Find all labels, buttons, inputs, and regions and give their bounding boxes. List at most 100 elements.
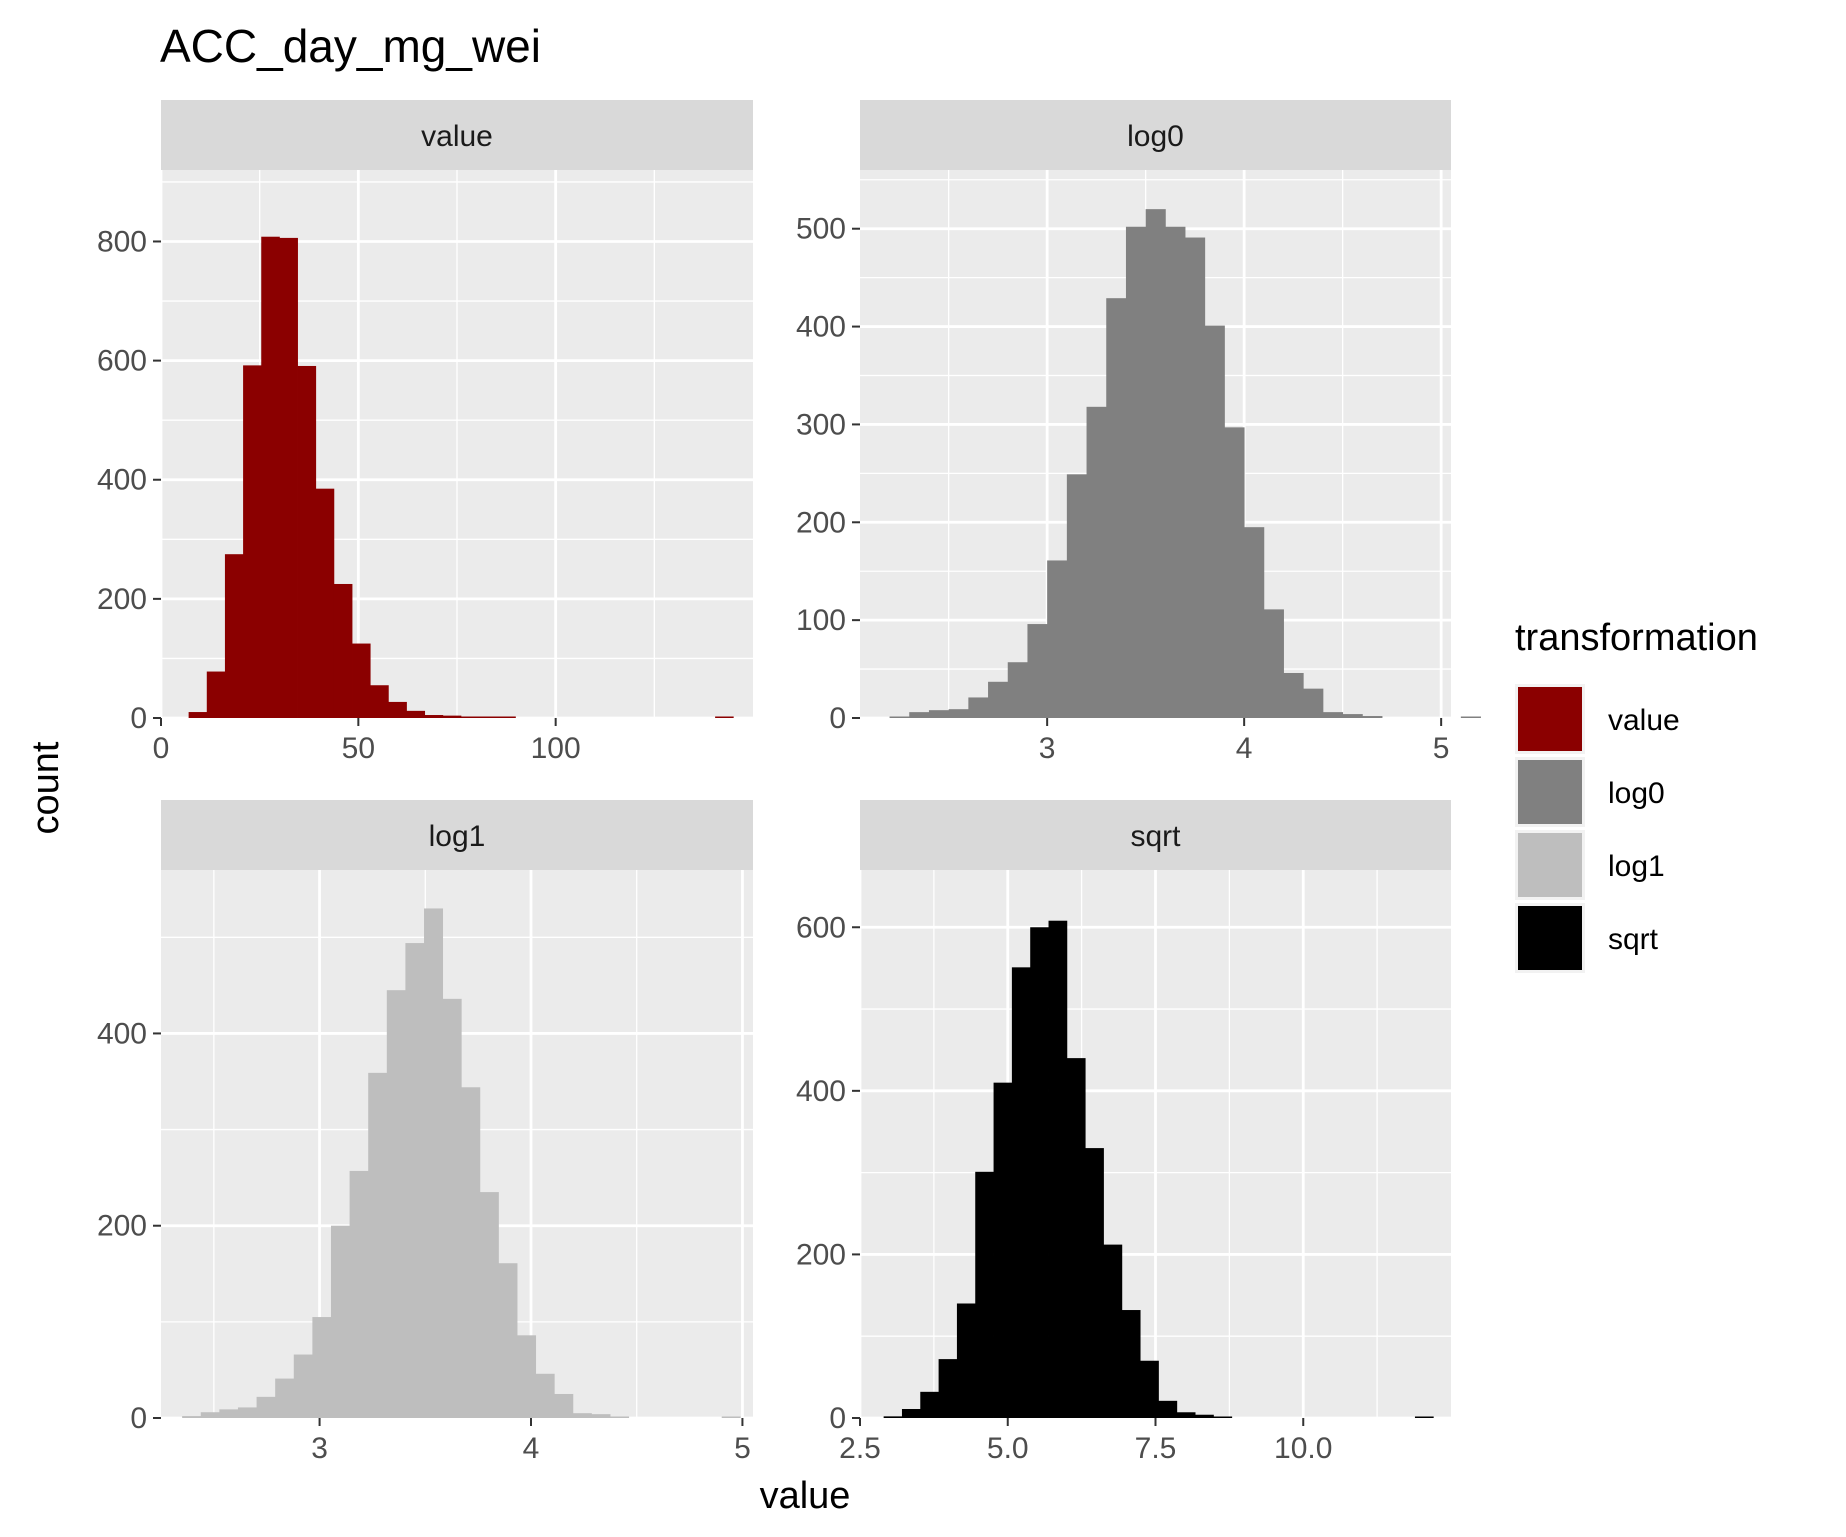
- histogram-bar: [312, 1317, 332, 1418]
- histogram-bar: [349, 1170, 369, 1418]
- y-tick-label: 200: [796, 506, 846, 539]
- histogram-bar: [968, 697, 989, 718]
- histogram-bar: [901, 1409, 921, 1418]
- y-tick-label: 0: [130, 702, 147, 735]
- x-tick-label: 2.5: [839, 1432, 881, 1465]
- histogram-bar: [956, 1303, 976, 1418]
- histogram-bar: [1165, 226, 1186, 718]
- histogram-bar: [1322, 712, 1344, 718]
- legend: transformation value log0 log1 sqrt: [1515, 617, 1758, 973]
- histogram-bar: [1342, 714, 1363, 718]
- histogram-bar: [368, 1072, 388, 1418]
- histogram-bar: [424, 908, 444, 1418]
- histogram-bar: [442, 715, 462, 718]
- histogram-bar: [352, 643, 371, 718]
- x-tick-label: 7.5: [1135, 1432, 1177, 1465]
- histogram-bar: [206, 671, 226, 718]
- y-tick-label: 800: [97, 225, 147, 258]
- histogram-bar: [1213, 1416, 1233, 1418]
- histogram-bar: [938, 1359, 958, 1418]
- x-tick-label: 0: [153, 732, 170, 765]
- histogram-bar: [370, 685, 389, 718]
- histogram-bar: [188, 712, 208, 718]
- histogram-bar: [993, 1082, 1013, 1418]
- histogram-bar: [330, 1225, 350, 1418]
- histogram-bar: [386, 990, 406, 1418]
- histogram-bar: [1145, 209, 1166, 718]
- histogram-bar: [975, 1171, 994, 1418]
- histogram-bar: [1176, 1412, 1196, 1418]
- panel-value: value 0 200 400 600 800 0 50 100: [97, 100, 753, 765]
- legend-swatch: [1518, 760, 1582, 824]
- y-tick-label: 500: [796, 213, 846, 246]
- panel-strip: [161, 100, 753, 170]
- y-tick-label: 200: [796, 1238, 846, 1271]
- histogram-bar: [1263, 609, 1284, 718]
- legend-swatch: [1518, 906, 1582, 970]
- histogram-bar: [1140, 1360, 1159, 1418]
- histogram-bar: [275, 1378, 295, 1418]
- y-tick-label: 200: [97, 1210, 147, 1243]
- y-tick-label: 400: [97, 1017, 147, 1050]
- histogram-bar: [1085, 1148, 1104, 1418]
- legend-item-value: value: [1515, 684, 1680, 754]
- y-tick-label: 200: [97, 583, 147, 616]
- histogram-bar: [1414, 1416, 1434, 1418]
- x-tick-label: 5: [1433, 732, 1450, 765]
- histogram-bar: [200, 1412, 220, 1418]
- y-tick-label: 300: [796, 408, 846, 441]
- panel-log0: log0 0 100 200 300 400 500 3 4 5: [796, 100, 1481, 765]
- histogram-bar: [554, 1393, 574, 1418]
- strip-label: log0: [1127, 120, 1184, 153]
- histogram-bar: [535, 1373, 555, 1418]
- histogram-bar: [1066, 474, 1087, 718]
- histogram-bar: [460, 716, 480, 718]
- histogram-bar: [591, 1414, 611, 1418]
- y-tick-label: 0: [829, 702, 846, 735]
- y-tick-label: 400: [796, 1075, 846, 1108]
- histogram-bar: [224, 554, 244, 718]
- y-tick-label: 400: [796, 311, 846, 344]
- histogram-bar: [715, 716, 734, 718]
- x-tick-label: 4: [523, 1432, 540, 1465]
- histogram-bar: [1030, 927, 1049, 1418]
- y-axis-title: count: [25, 741, 67, 834]
- panel-strip: [161, 800, 753, 870]
- histogram-bar: [293, 1354, 313, 1418]
- legend-swatch: [1518, 833, 1582, 897]
- histogram-bar: [479, 1192, 499, 1418]
- panel-strip: [860, 800, 1451, 870]
- histogram-bar: [1048, 920, 1068, 1418]
- legend-label: sqrt: [1608, 923, 1659, 956]
- histogram-bar: [1047, 560, 1068, 718]
- strip-label: value: [421, 120, 493, 153]
- x-tick-label: 10.0: [1274, 1432, 1332, 1465]
- histogram-bar: [497, 716, 516, 718]
- histogram-bar: [1195, 1414, 1214, 1418]
- legend-label: value: [1608, 704, 1680, 737]
- histogram-bar: [333, 583, 353, 718]
- histogram-bar: [1185, 237, 1206, 718]
- histogram-bar: [721, 1416, 741, 1418]
- histogram-bar: [572, 1413, 592, 1418]
- histogram-bar: [279, 237, 298, 718]
- legend-title: transformation: [1515, 617, 1758, 659]
- histogram-bar: [315, 488, 335, 718]
- histogram-bar: [256, 1396, 276, 1418]
- histogram-bar: [388, 701, 407, 718]
- x-tick-label: 5.0: [987, 1432, 1029, 1465]
- histogram-bar: [1121, 1310, 1141, 1418]
- histogram-bar: [261, 236, 280, 718]
- histogram-bar: [988, 681, 1009, 718]
- x-tick-label: 5: [734, 1432, 751, 1465]
- y-tick-label: 600: [97, 345, 147, 378]
- x-tick-label: 3: [1039, 732, 1056, 765]
- legend-item-log0: log0: [1515, 757, 1665, 827]
- x-tick-label: 3: [311, 1432, 328, 1465]
- x-axis-title: value: [760, 1475, 851, 1517]
- histogram-bar: [1224, 427, 1245, 718]
- histogram-bar: [182, 1416, 202, 1418]
- histogram-bar: [883, 1416, 903, 1418]
